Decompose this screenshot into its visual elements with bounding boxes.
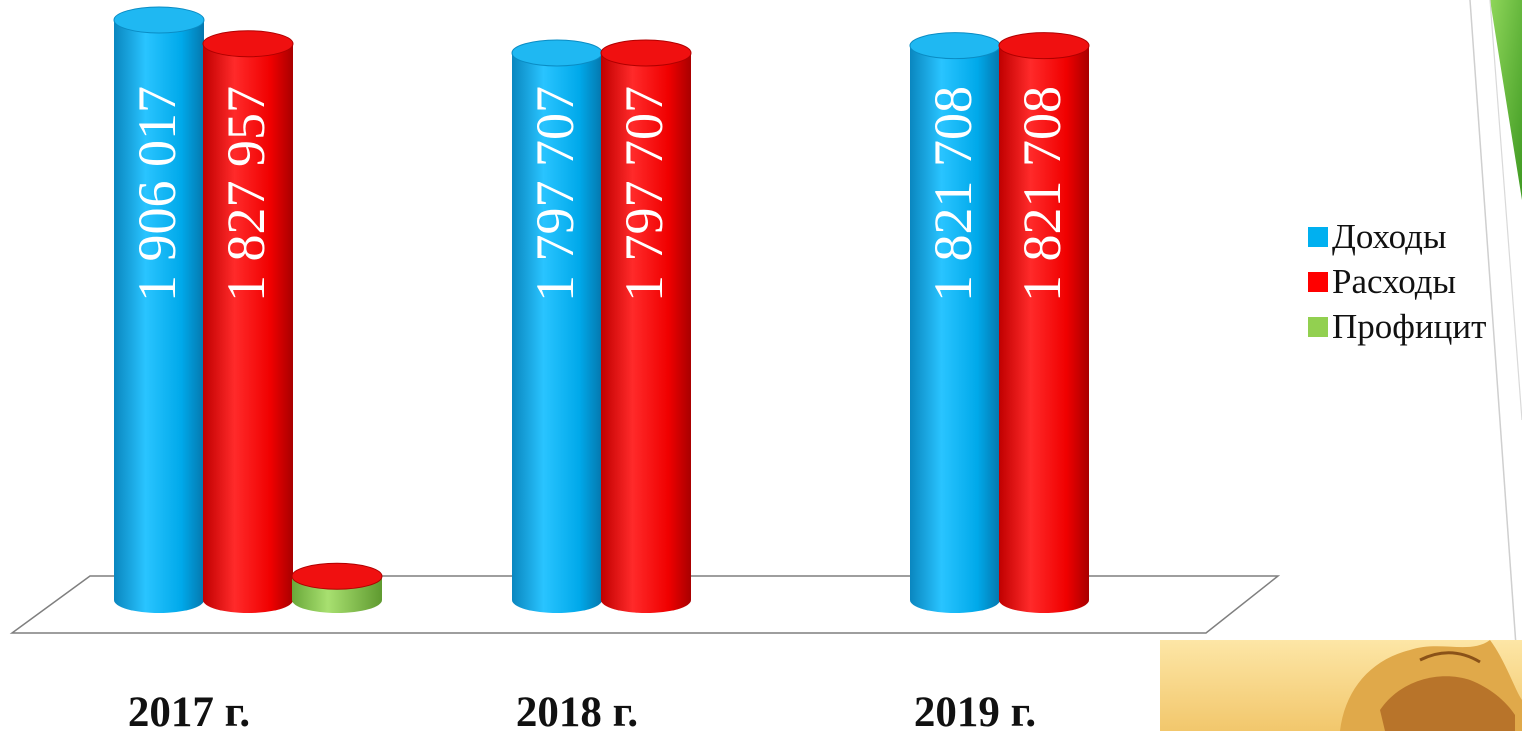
legend-swatch-rashody (1308, 271, 1328, 292)
bar-dohody-3 (909, 32, 1001, 613)
corner-decoration (1160, 0, 1522, 731)
legend-item-dohody: Доходы (1308, 214, 1486, 259)
legend-label-rashody: Расходы (1332, 261, 1457, 301)
value-label-dohody-1: 1 906 017 (127, 86, 187, 302)
legend-swatch-proficit (1308, 316, 1328, 337)
legend-label-dohody: Доходы (1332, 216, 1447, 256)
value-label-dohody-3: 1 821 708 (923, 86, 983, 302)
legend-swatch-dohody (1308, 226, 1328, 247)
value-label-rashody-1: 1 827 957 (216, 86, 276, 302)
legend-item-rashody: Расходы (1308, 259, 1486, 304)
legend: Доходы Расходы Профицит (1308, 214, 1486, 349)
value-label-proficit-1: 78 060 (305, 154, 365, 303)
bar-rashody-3 (998, 32, 1090, 613)
category-label-2: 2018 г. (516, 689, 638, 731)
bar-rashody-1 (202, 30, 294, 614)
category-labels-layer: 2017 г. 2018 г. 2019 г. (128, 689, 1036, 736)
bars-layer (113, 6, 1090, 614)
bar-rashody-2 (600, 39, 692, 613)
legend-item-proficit: Профицит (1308, 304, 1486, 349)
value-label-rashody-3: 1 821 708 (1012, 86, 1072, 302)
legend-label-proficit: Профицит (1332, 306, 1487, 346)
bread-basket-image (1160, 640, 1522, 731)
value-labels-layer: 1 906 017 1 827 957 78 060 1 797 707 1 797 7… (127, 86, 1072, 302)
category-label-3: 2019 г. (914, 689, 1036, 731)
bar-proficit-1 (291, 562, 383, 613)
corner-green-triangle (1490, 0, 1522, 200)
value-label-rashody-2: 1 797 707 (614, 86, 674, 302)
bar-dohody-2 (511, 39, 603, 613)
bar-dohody-1 (113, 6, 205, 613)
value-label-dohody-2: 1 797 707 (525, 86, 585, 302)
category-label-1: 2017 г. (128, 689, 250, 731)
